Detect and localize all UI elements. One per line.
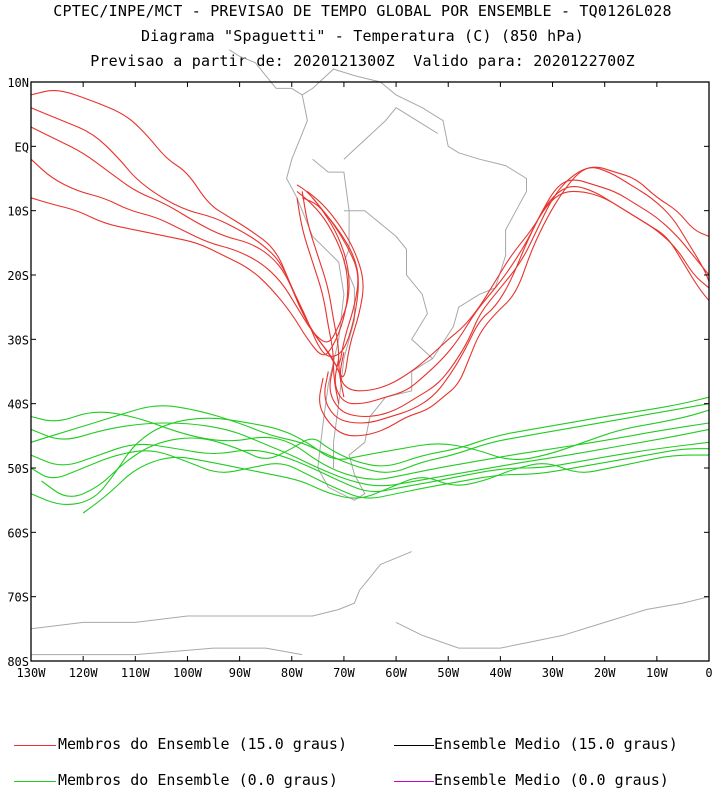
y-tick-label: 50S [7, 462, 29, 476]
series-0-member-3 [30, 158, 350, 343]
x-tick-label: 130W [17, 666, 47, 680]
axis-ticks: 130W 120W 110W 100W 90W 80W 70W 60W 50W 40W 30W 20W… [7, 76, 712, 680]
x-tick-label: 0 [705, 666, 712, 680]
legend-line-members-0 [14, 781, 56, 782]
coastline-layer [30, 49, 710, 656]
coastline-brazil-border [343, 210, 433, 359]
coastline-south-america [286, 68, 527, 501]
y-tick-label: 70S [7, 591, 29, 605]
series-1-member-2 [30, 403, 710, 473]
series-1-member-5 [41, 396, 710, 497]
series-1-member-1 [30, 422, 710, 487]
legend-label-members-15: Membros do Ensemble (15.0 graus) [58, 735, 347, 753]
series-0-member-0 [30, 90, 359, 357]
series-1-member-3 [30, 441, 710, 493]
x-tick-label: 120W [69, 666, 99, 680]
series-1-member-7 [82, 454, 709, 514]
y-tick-label: 10N [7, 76, 29, 90]
legend-line-mean-0 [394, 781, 434, 782]
y-tick-label: 20S [7, 269, 29, 283]
series-0-member-6 [324, 179, 710, 424]
coastline-north-border [343, 107, 439, 160]
y-tick-label: EQ [15, 140, 29, 154]
legend-label-mean-15: Ensemble Medio (15.0 graus) [434, 735, 678, 753]
x-tick-label: 110W [121, 666, 151, 680]
series-0-member-11 [296, 197, 340, 404]
coastline-antarctica-weddell [395, 596, 710, 649]
x-tick-label: 20W [594, 666, 616, 680]
coastline-central-america [228, 49, 303, 96]
coastline-peru-bolivia [312, 158, 350, 263]
series-0-member-8 [334, 186, 710, 405]
y-tick-label: 30S [7, 333, 29, 347]
series-1-member-6 [30, 409, 710, 505]
coastline-antarctic-peninsula [30, 551, 412, 630]
legend-label-mean-0: Ensemble Medio (0.0 graus) [434, 771, 669, 789]
y-tick-label: 40S [7, 398, 29, 412]
series-0-member-2 [30, 126, 364, 378]
header-line-2: Diagrama "Spaguetti" - Temperatura (C) (… [140, 27, 585, 45]
coastline-ross-shelf [31, 647, 303, 656]
x-tick-label: 70W [333, 666, 355, 680]
x-tick-label: 30W [542, 666, 564, 680]
header-line-1: CPTEC/INPE/MCT - PREVISAO DE TEMPO GLOBA… [53, 2, 672, 20]
series-0-member-5 [319, 166, 710, 437]
header-line-3: Previsao a partir de: 2020121300Z Valido… [90, 52, 635, 70]
series-0-member-7 [329, 167, 710, 418]
series-0-member-1 [30, 107, 359, 367]
y-tick-label: 80S [7, 655, 29, 669]
series-layer [30, 90, 710, 514]
legend-line-mean-15 [394, 745, 434, 746]
legend-label-members-0: Membros do Ensemble (0.0 graus) [58, 771, 338, 789]
series-0-member-10 [301, 191, 345, 398]
x-tick-label: 60W [385, 666, 407, 680]
y-tick-label: 60S [7, 526, 29, 540]
x-tick-label: 40W [490, 666, 512, 680]
series-1-member-4 [30, 448, 709, 499]
x-tick-label: 100W [173, 666, 203, 680]
series-0-member-9 [339, 190, 710, 392]
coastline-andes-border [333, 261, 355, 468]
legend-line-members-15 [14, 745, 56, 746]
x-tick-label: 10W [646, 666, 668, 680]
plot-frame [30, 81, 710, 662]
x-tick-label: 90W [229, 666, 251, 680]
y-tick-label: 10S [7, 205, 29, 219]
x-tick-label: 50W [437, 666, 459, 680]
x-tick-label: 80W [281, 666, 303, 680]
series-0-member-4 [30, 190, 349, 356]
